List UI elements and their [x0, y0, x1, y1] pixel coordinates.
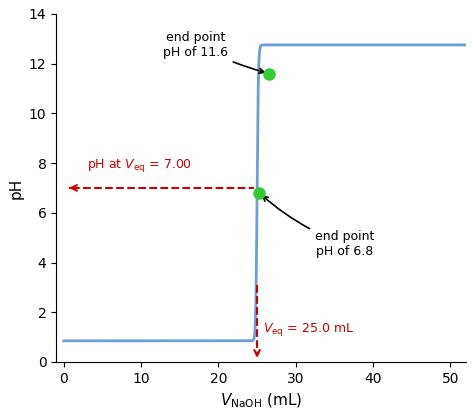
Text: end point
pH of 11.6: end point pH of 11.6: [163, 31, 264, 73]
Text: $V_\mathrm{eq}$ = 25.0 mL: $V_\mathrm{eq}$ = 25.0 mL: [263, 321, 355, 338]
X-axis label: $V_\mathrm{NaOH}$ (mL): $V_\mathrm{NaOH}$ (mL): [219, 391, 302, 410]
Text: end point
pH of 6.8: end point pH of 6.8: [263, 196, 374, 258]
Y-axis label: pH: pH: [9, 177, 23, 199]
Text: pH at $V_\mathrm{eq}$ = 7.00: pH at $V_\mathrm{eq}$ = 7.00: [87, 157, 192, 174]
